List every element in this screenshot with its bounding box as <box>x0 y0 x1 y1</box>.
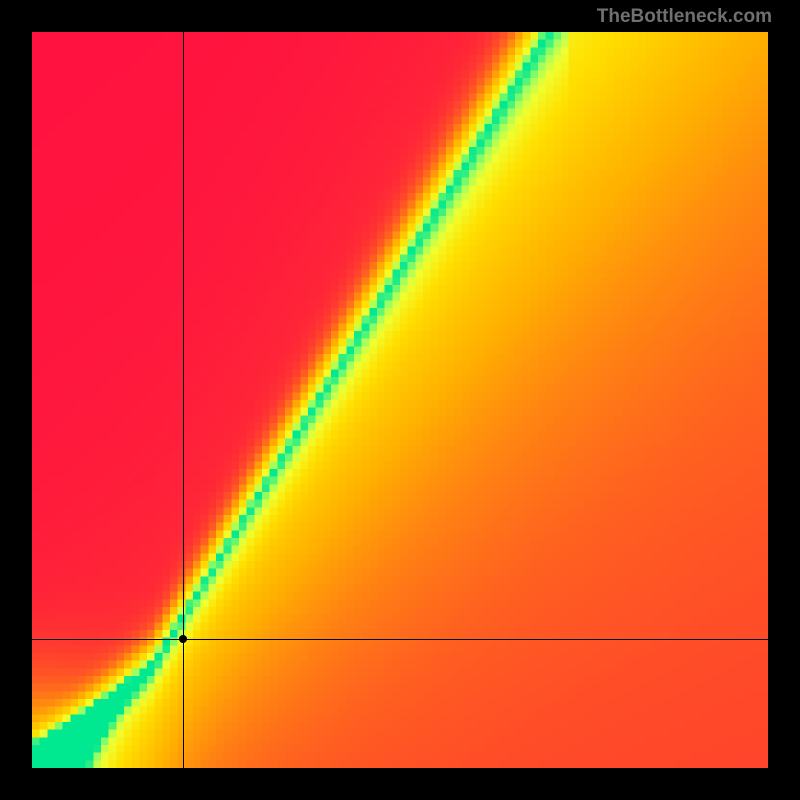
watermark-text: TheBottleneck.com <box>597 6 772 28</box>
heatmap-canvas <box>32 32 768 768</box>
bottleneck-marker <box>179 635 187 643</box>
crosshair-vertical <box>183 32 184 768</box>
heatmap-plot <box>32 32 768 768</box>
crosshair-horizontal <box>32 639 768 640</box>
